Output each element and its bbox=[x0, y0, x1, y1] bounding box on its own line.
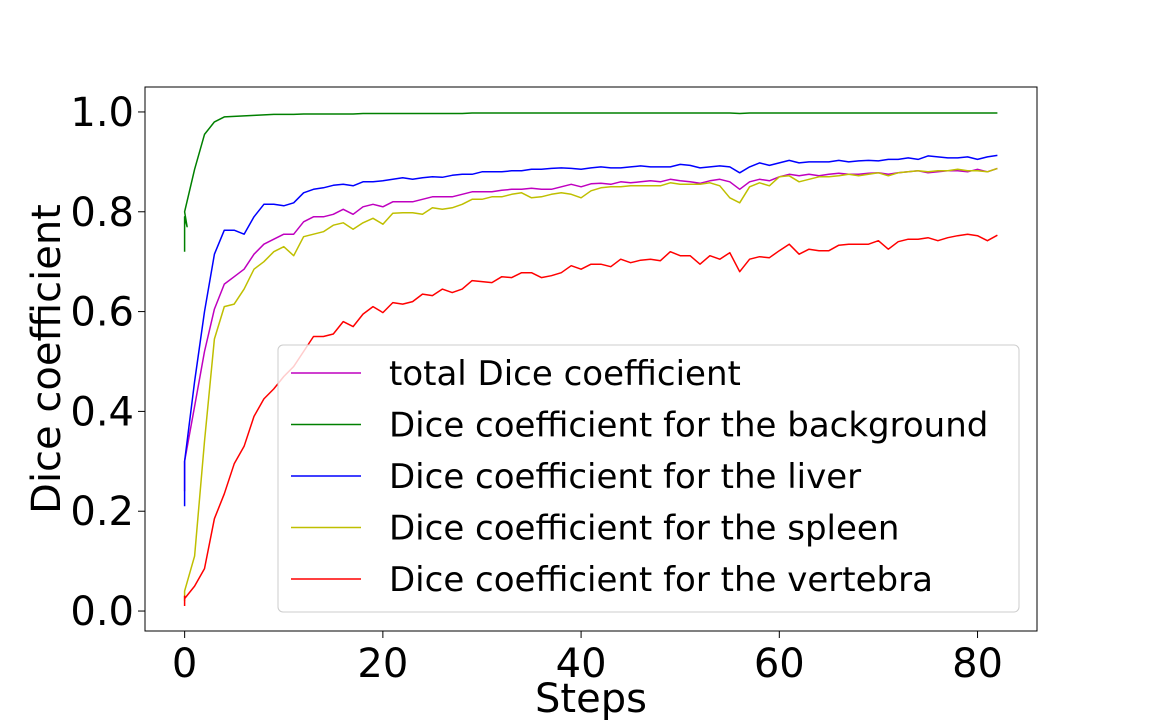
series-line-1 bbox=[183, 167, 998, 492]
series-layer bbox=[183, 112, 998, 606]
y-axis: 0.0 0.2 0.4 0.6 0.8 1.0 bbox=[70, 90, 145, 635]
y-tick-label: 0.2 bbox=[70, 489, 134, 535]
x-axis: 0 20 40 60 80 bbox=[172, 631, 1003, 687]
x-tick-label: 0 bbox=[172, 641, 197, 687]
x-tick-label: 20 bbox=[357, 641, 408, 687]
legend-label-3: Dice coefficient for the liver bbox=[389, 457, 861, 497]
y-tick-label: 1.0 bbox=[70, 90, 134, 136]
legend-box bbox=[277, 344, 1020, 613]
y-tick-label: 0.4 bbox=[70, 389, 134, 435]
y-axis-label: Dice coefficient bbox=[24, 204, 70, 514]
series-line-2 bbox=[183, 112, 998, 252]
axes-frame bbox=[144, 86, 1038, 632]
legend-label-1: total Dice coefficient bbox=[389, 354, 741, 394]
legend-label-5: Dice coefficient for the vertebra bbox=[389, 560, 933, 600]
y-tick-label: 0.6 bbox=[70, 290, 134, 336]
series-line-3 bbox=[183, 154, 998, 507]
x-tick-label: 60 bbox=[754, 641, 805, 687]
series-line-4 bbox=[183, 167, 998, 602]
x-tick-label: 40 bbox=[556, 641, 607, 687]
y-tick-label: 0.0 bbox=[70, 589, 134, 635]
y-tick-label: 0.8 bbox=[70, 190, 134, 236]
legend: total Dice coefficient Dice coefficient f… bbox=[277, 344, 1020, 613]
legend-label-2: Dice coefficient for the background bbox=[389, 406, 988, 446]
x-axis-label: Steps bbox=[535, 676, 647, 720]
x-tick-label: 80 bbox=[952, 641, 1003, 687]
legend-label-4: Dice coefficient for the spleen bbox=[389, 509, 899, 549]
